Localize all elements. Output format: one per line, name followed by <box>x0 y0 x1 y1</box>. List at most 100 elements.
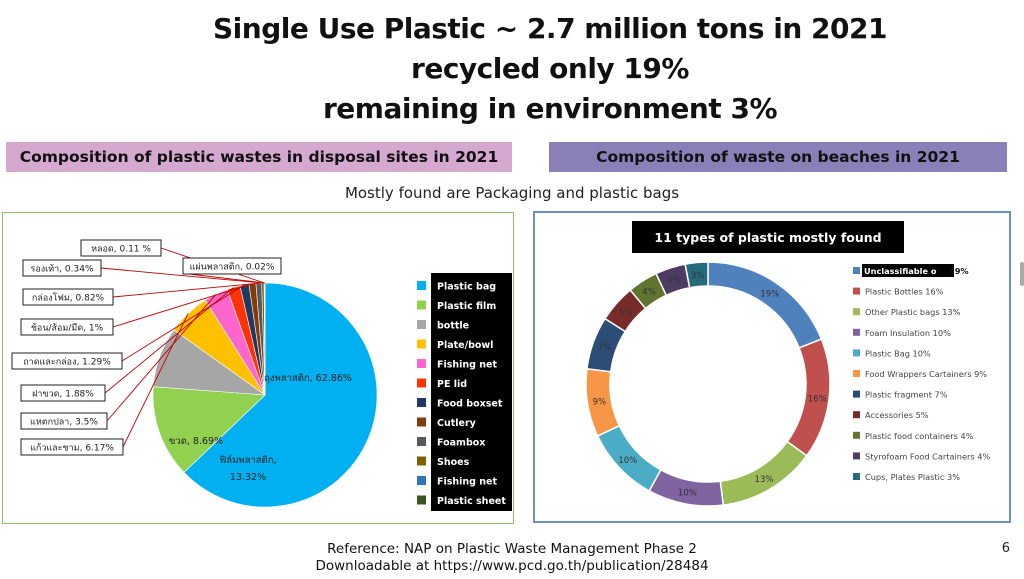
beach-donut-panel: 11 types of plastic mostly found 19% 16% 13… <box>533 211 1011 523</box>
pie-legend-swatch-1 <box>417 300 426 310</box>
slide-title-line2: recycled only 19% <box>411 52 689 85</box>
pie-label-9: รองเท้า, 0.34% <box>30 264 93 275</box>
donut-value-label-3: 10% <box>678 489 697 499</box>
donut-title: 11 types of plastic mostly found <box>654 230 881 245</box>
pie-label-1-value: 13.32% <box>230 472 266 483</box>
donut-value-label-9: 4% <box>667 276 681 286</box>
pie-legend-label-8: Foambox <box>437 438 485 449</box>
donut-legend-swatch-7 <box>853 411 860 419</box>
pie-legend-swatch-2 <box>417 320 426 329</box>
donut-value-label-5: 9% <box>593 398 607 408</box>
pie-legend-label-1: Plastic film <box>437 301 496 312</box>
pie-leader-7 <box>112 283 253 328</box>
pie-slice-1 <box>152 386 266 473</box>
donut-slice-2 <box>719 440 808 506</box>
donut-legend-label-0: Unclassifiable o <box>864 266 937 276</box>
slide-title-line1: Single Use Plastic ~ 2.7 million tons in… <box>213 12 887 45</box>
donut-value-label-8: 4% <box>642 288 656 298</box>
donut-legend-label-4: Plastic Bag 10% <box>865 348 931 358</box>
donut-value-label-1: 16% <box>808 394 827 404</box>
pie-legend-swatch-3 <box>417 339 426 349</box>
pie-callout-box-5 <box>20 384 106 402</box>
donut-legend-label-2: Other Plastic bags 13% <box>865 307 961 317</box>
pie-leader-4 <box>106 294 217 422</box>
pie-legend-swatch-7 <box>417 417 426 427</box>
pie-label-11: แผ่นพลาสติก, 0.02% <box>190 262 275 273</box>
pie-callout-box-8 <box>22 288 114 306</box>
pie-legend-label-11: Plastic sheet <box>437 496 506 507</box>
pie-legend-label-4: Fishing net <box>437 360 497 371</box>
donut-title-box <box>632 221 904 253</box>
pie-label-5: ฝาขวด, 1.88% <box>32 390 94 400</box>
donut-legend-swatch-10 <box>853 473 860 480</box>
pie-legend-label-7: Cutlery <box>437 418 477 429</box>
pie-leader-8 <box>112 282 259 298</box>
pie-legend-swatch-4 <box>417 359 426 368</box>
pie-callout-box-11 <box>182 257 282 275</box>
donut-slice-0 <box>707 261 823 349</box>
pie-slice-0 <box>183 282 378 508</box>
donut-value-label-0: 19% <box>760 290 779 300</box>
pie-label-6: ถาดและกล่อง, 1.29% <box>23 358 111 368</box>
donut-legend-label-7: Accessories 5% <box>865 410 929 420</box>
pie-legend-label-10: Fishing net <box>437 477 497 488</box>
pie-legend-label-5: PE lid <box>437 379 467 390</box>
donut-legend-swatch-0 <box>853 267 860 274</box>
pie-legend-label-2: bottle <box>437 321 469 332</box>
donut-legend-swatch-6 <box>853 390 860 398</box>
pie-label-4: แหตกปลา, 3.5% <box>30 418 98 428</box>
donut-legend-swatch-3 <box>853 328 860 336</box>
donut-value-label-6: 7% <box>598 343 612 353</box>
pie-legend-swatch-11 <box>417 495 426 505</box>
pie-legend-swatch-8 <box>417 437 426 446</box>
pie-callout-box-6 <box>11 352 123 370</box>
donut-legend-label-8: Plastic food containers 4% <box>865 431 974 441</box>
pie-callout-box-10 <box>80 239 162 257</box>
pie-callout-box-7 <box>20 318 114 336</box>
pie-callout-box-9 <box>22 259 102 277</box>
pie-legend-swatch-5 <box>417 378 426 388</box>
pie-legend-label-0: Plastic bag <box>437 282 496 293</box>
pie-label-3: แก้วและชาม, 6.17% <box>30 443 114 454</box>
page-number: 6 <box>1001 541 1010 556</box>
disposal-pie-chart: ถุงพลาสติก, 62.86% ฟิล์มพลาสติก, 13.32% ขวด… <box>11 239 515 511</box>
donut-legend-highlight <box>862 264 954 277</box>
header-beaches: Composition of waste on beaches in 2021 <box>549 142 1007 172</box>
donut-value-label-2: 13% <box>755 475 774 485</box>
pie-legend-swatch-6 <box>417 398 426 407</box>
pie-label-0: ถุงพลาสติก, 62.86% <box>264 373 352 384</box>
donut-value-label-4: 10% <box>618 456 637 466</box>
donut-legend-swatch-4 <box>853 349 860 357</box>
pie-legend-label-9: Shoes <box>437 457 470 468</box>
donut-legend-swatch-1 <box>853 287 860 295</box>
pie-leader-9 <box>100 267 263 284</box>
pie-legend-label-3: Plate/bowl <box>437 340 493 351</box>
pie-callout-box-3 <box>20 438 124 456</box>
pie-legend-swatch-10 <box>417 476 426 485</box>
slide-title-line3: remaining in environment 3% <box>322 92 778 125</box>
pie-label-10: หลอด, 0.11 % <box>91 245 151 255</box>
donut-legend-label-10: Cups, Plates Plastic 3% <box>865 472 960 482</box>
donut-legend-swatch-8 <box>853 431 860 439</box>
donut-slice-10 <box>684 261 709 289</box>
donut-legend-label-6: Plastic fragment 7% <box>865 390 948 400</box>
pie-legend-box <box>431 273 515 511</box>
scroll-edge-marker <box>1020 262 1024 286</box>
pie-callout-box-4 <box>20 412 108 430</box>
donut-legend-value-0: 19% <box>949 266 969 276</box>
pie-legend-label-6: Food boxset <box>437 399 503 410</box>
donut-value-label-7: 5% <box>619 308 633 318</box>
donut-legend-swatch-9 <box>853 452 860 460</box>
pie-leader-3 <box>122 313 189 448</box>
pie-legend-swatch-0 <box>417 281 426 290</box>
pie-label-8: กล่องโฟม, 0.82% <box>32 293 105 304</box>
donut-legend-label-5: Food Wrappers Cartainers 9% <box>865 369 987 379</box>
beach-donut-chart: 11 types of plastic mostly found 19% 16% 13… <box>585 221 990 507</box>
pie-label-2: ขวด, 8.69% <box>169 436 223 447</box>
donut-legend-swatch-5 <box>853 370 860 377</box>
header-disposal-sites: Composition of plastic wastes in disposa… <box>6 142 512 172</box>
donut-legend-label-3: Foam Insulation 10% <box>865 328 951 338</box>
pie-leader-11 <box>188 273 265 284</box>
footer-download-link[interactable]: Downloadable at https://www.pcd.go.th/pu… <box>315 558 709 574</box>
donut-legend-swatch-2 <box>853 308 860 316</box>
